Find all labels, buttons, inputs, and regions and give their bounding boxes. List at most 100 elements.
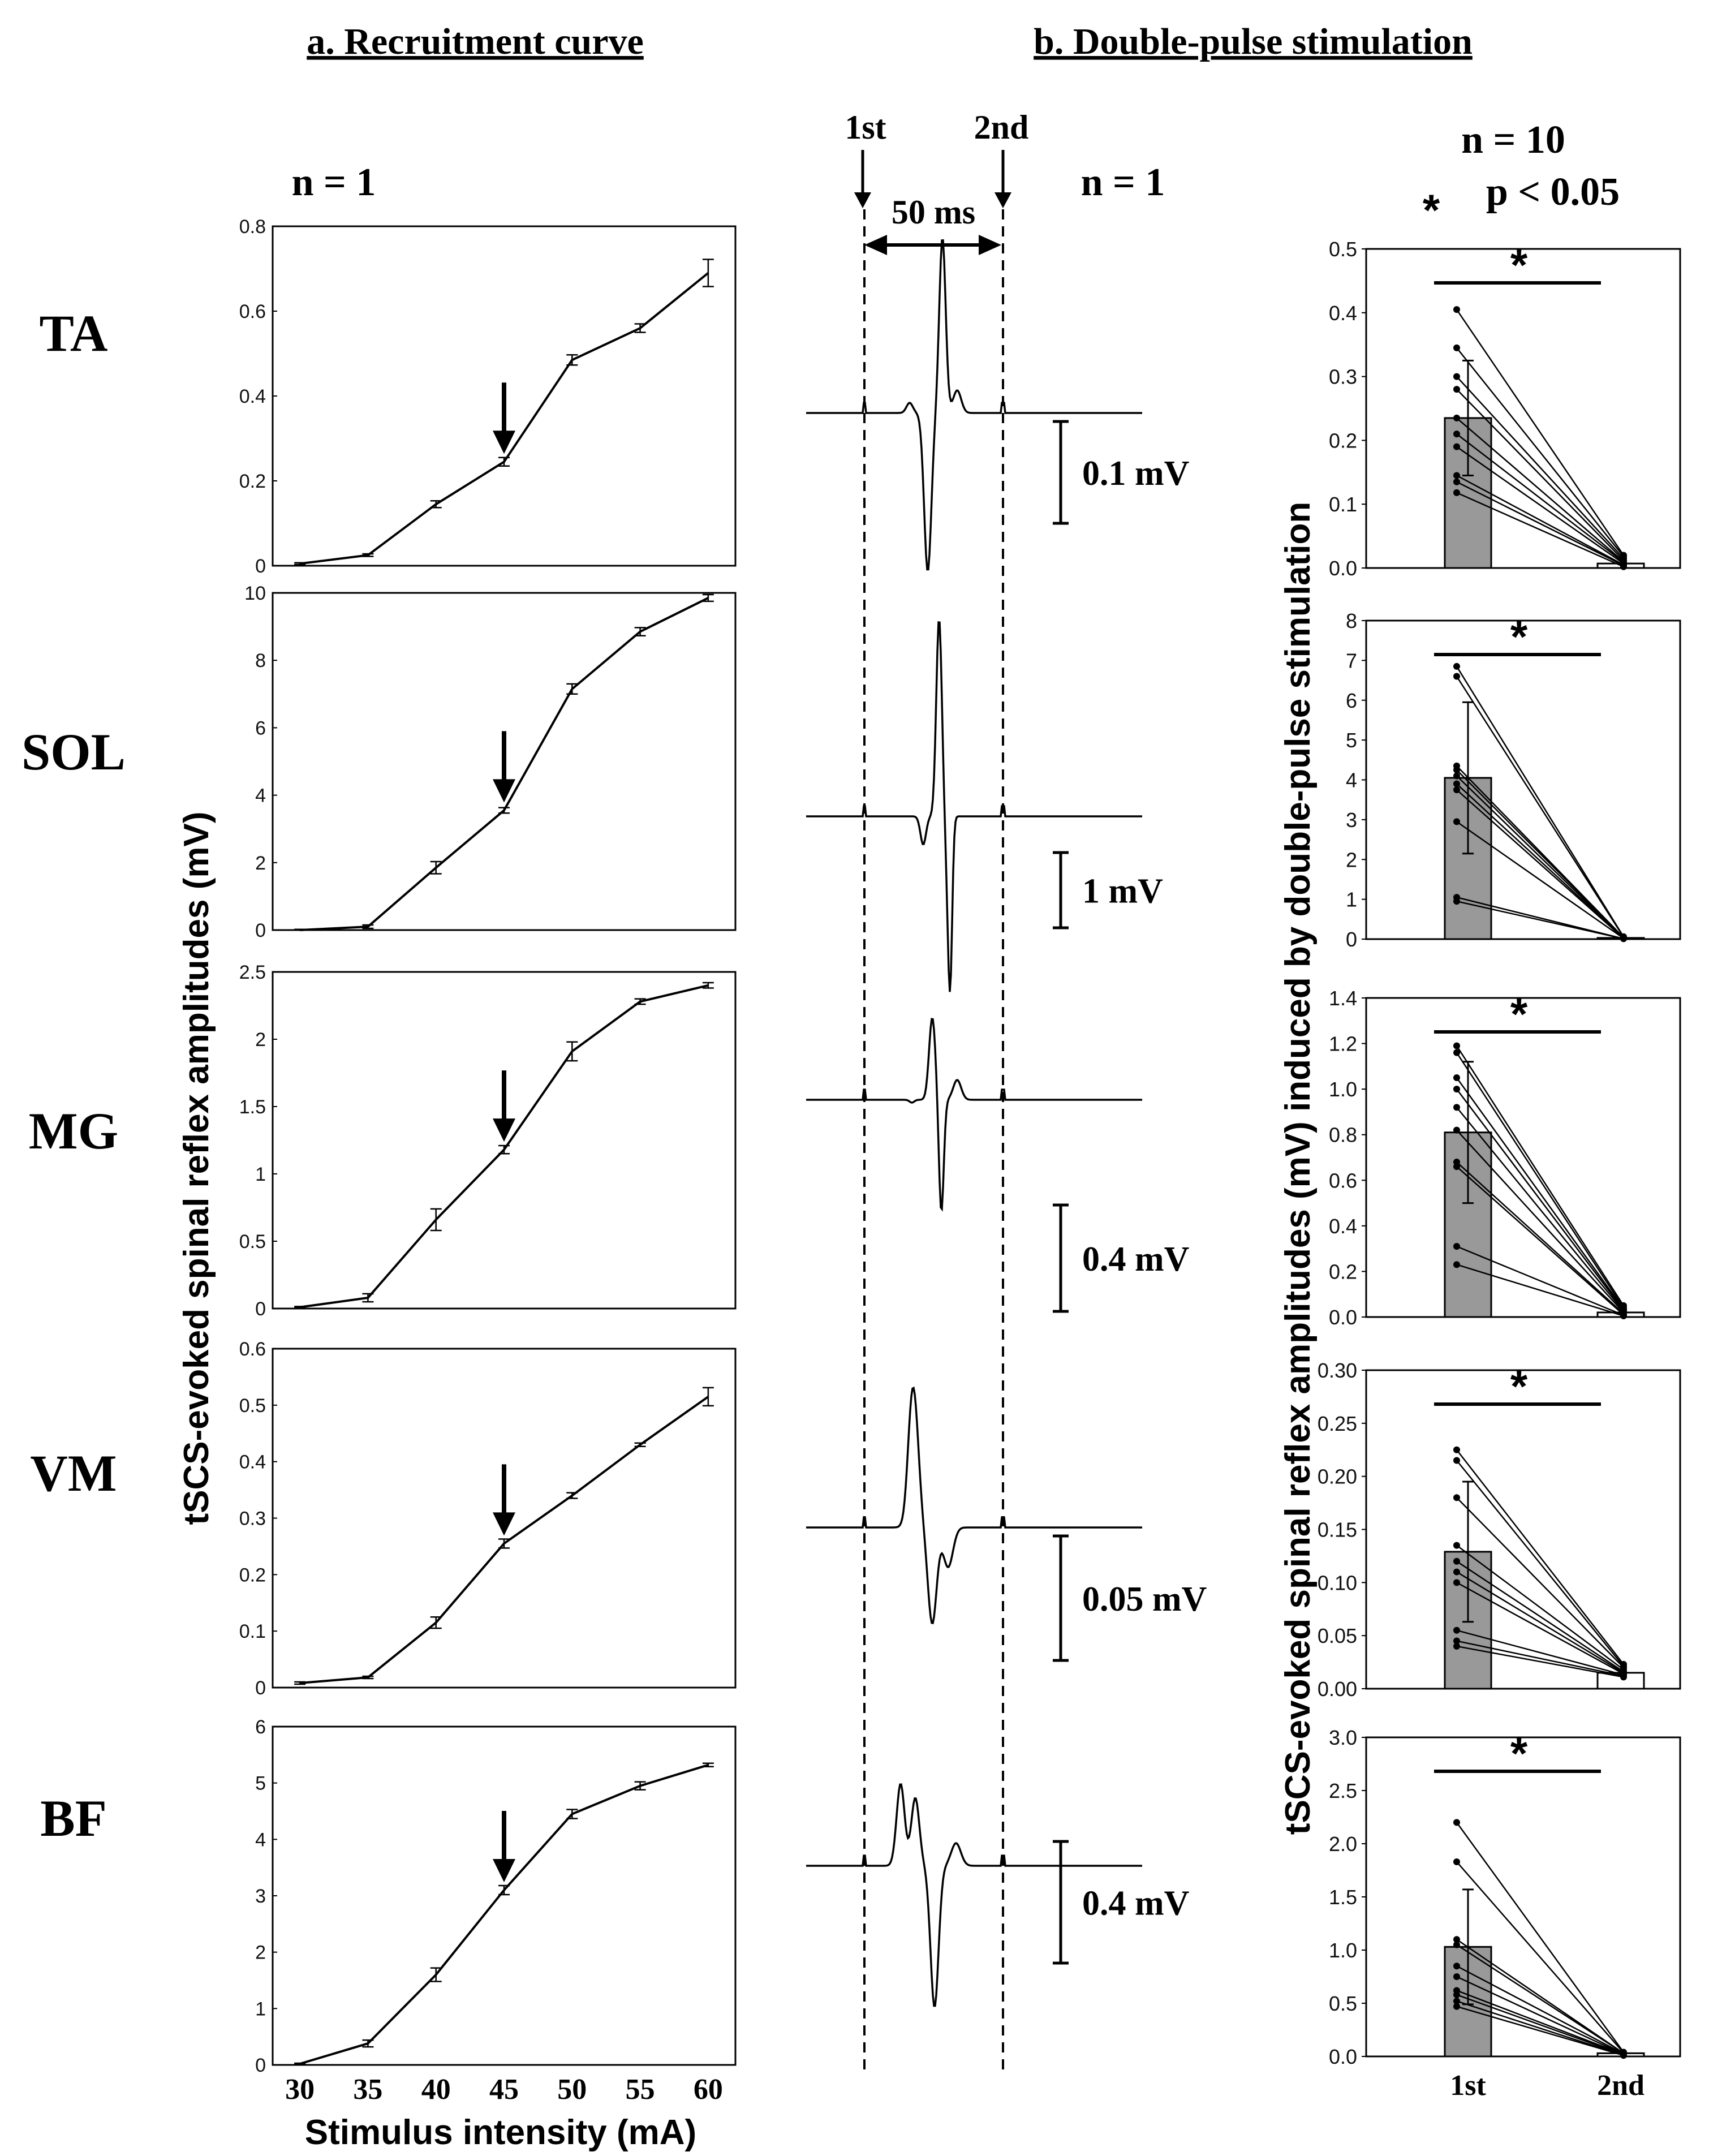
- header-recruitment: a. Recruitment curve: [307, 21, 644, 62]
- subject-line: [1456, 1822, 1625, 2053]
- significance-star: *: [1510, 989, 1528, 1039]
- subject-line: [1456, 1045, 1625, 1306]
- y-tick-label: 3.0: [1329, 1726, 1357, 1749]
- subject-point: [1453, 2003, 1460, 2010]
- series-line: [299, 1763, 709, 2065]
- y-tick-label: 5: [1346, 729, 1357, 752]
- subject-line: [1456, 1166, 1624, 1315]
- subject-line: [1456, 1245, 1624, 1316]
- y-tick-label: 0: [255, 1677, 266, 1699]
- y-tick-label: 6: [255, 717, 266, 739]
- y-tick-label: 3: [1346, 808, 1357, 832]
- bar-chart-sol: 0 1 2 3 4 5 6 7 8 *: [1346, 609, 1681, 951]
- y-tick-label: 0.05: [1318, 1624, 1357, 1647]
- scale-bar-label: 0.1 mV: [1082, 454, 1190, 493]
- y-tick-label: 1: [1346, 888, 1357, 911]
- subject-line: [1456, 789, 1624, 939]
- y-tick-label: 6: [255, 1716, 266, 1738]
- y-tick-label: 2.5: [1329, 1779, 1357, 1802]
- subject-line: [1456, 1990, 1624, 2055]
- subject-point: [1453, 344, 1460, 351]
- trace-vm: 0.05 mV: [806, 1386, 1207, 1662]
- left-y-axis-label: tSCS-evoked spinal reflex amplitudes (mV…: [177, 811, 216, 1525]
- trace-bf: 0.4 mV: [806, 1783, 1190, 2007]
- recruitment-chart-ta: 0 0.2 0.4 0.6 0.8: [239, 216, 737, 577]
- y-tick-label: 4: [255, 785, 266, 807]
- subject-point: [1453, 1542, 1460, 1549]
- significance-star: *: [1510, 240, 1528, 290]
- subject-point: [1453, 1457, 1460, 1464]
- x-tick-label: 55: [626, 2073, 655, 2106]
- y-tick-label: 0.5: [239, 1395, 266, 1417]
- subject-line: [1456, 1088, 1624, 1311]
- y-tick-label: 0.0: [1329, 557, 1357, 580]
- subject-line: [1456, 900, 1624, 940]
- subject-point: [1453, 1243, 1460, 1250]
- subject-point: [1453, 818, 1460, 825]
- subject-line: [1456, 475, 1624, 566]
- y-tick-label: 2: [255, 1029, 266, 1051]
- y-tick-label: 0.4: [239, 1452, 266, 1473]
- y-tick-label: 2: [255, 1942, 266, 1964]
- threshold-arrowhead-icon: [493, 1859, 515, 1883]
- subject-point: [1453, 478, 1460, 485]
- subject-line: [1456, 417, 1624, 562]
- y-tick-label: 0.5: [1329, 1992, 1357, 2015]
- plot-frame: [1365, 248, 1681, 569]
- subject-line: [1456, 1994, 1624, 2056]
- x-tick-label: 45: [489, 2073, 519, 2106]
- threshold-arrowhead-icon: [493, 1512, 515, 1536]
- plot-frame: [1365, 1369, 1681, 1690]
- plot-frame: [272, 971, 737, 1310]
- y-tick-label: 0: [255, 556, 266, 577]
- y-tick-label: 8: [1346, 609, 1357, 632]
- subject-line: [1456, 481, 1624, 566]
- y-tick-label: 3: [255, 1886, 266, 1907]
- y-tick-label: 10: [244, 583, 266, 604]
- emg-waveform: [806, 1783, 1142, 2007]
- muscle-labels: TA SOL MG VM BF: [21, 304, 126, 1847]
- y-tick-label: 1.4: [1329, 987, 1357, 1010]
- y-tick-label: 0.5: [1329, 238, 1357, 261]
- y-tick-label: 0.10: [1318, 1571, 1357, 1594]
- subject-line: [1456, 1571, 1624, 1673]
- subject-point: [1453, 1963, 1460, 1970]
- subject-line: [1456, 309, 1625, 556]
- threshold-arrowhead-icon: [493, 431, 515, 454]
- y-tick-label: 1: [255, 1164, 266, 1185]
- subject-point: [1620, 2052, 1627, 2059]
- plot-frame: [272, 592, 737, 931]
- x-tick-label: 60: [694, 2073, 723, 2106]
- subject-line: [1456, 675, 1625, 938]
- n-label-right: n = 10: [1461, 118, 1565, 162]
- emg-waveform: [806, 621, 1142, 992]
- subject-line: [1456, 389, 1624, 561]
- scale-bar-label: 1 mV: [1082, 872, 1163, 911]
- n-label-left: n = 1: [292, 161, 376, 204]
- subject-line: [1456, 1264, 1624, 1317]
- y-tick-label: 0: [255, 1298, 266, 1320]
- subject-line: [1456, 1077, 1625, 1310]
- y-tick-label: 0.6: [1329, 1169, 1357, 1192]
- y-tick-label: 0.0: [1329, 1306, 1357, 1329]
- y-tick-label: 0.2: [239, 471, 266, 492]
- subject-line: [1456, 1449, 1624, 1665]
- y-tick-label: 2: [255, 853, 266, 874]
- subject-point: [1453, 1858, 1460, 1865]
- header-double-pulse: b. Double-pulse stimulation: [1034, 21, 1473, 62]
- subject-point: [1453, 1568, 1460, 1576]
- subject-line: [1456, 433, 1624, 563]
- y-tick-label: 0.2: [239, 1564, 266, 1586]
- interval-arrowhead-right-icon: [979, 235, 1001, 255]
- y-tick-label: 0.8: [1329, 1124, 1357, 1147]
- scale-bar-label: 0.4 mV: [1082, 1240, 1190, 1279]
- y-tick-label: 5: [255, 1773, 266, 1794]
- y-tick-label: 0.2: [1329, 429, 1357, 452]
- y-tick-label: 7: [1346, 649, 1357, 672]
- subject-point: [1453, 662, 1460, 670]
- subject-line: [1456, 821, 1624, 939]
- y-tick-label: 1.0: [1329, 1939, 1357, 1962]
- interval-arrowhead-left-icon: [864, 235, 887, 255]
- y-tick-label: 0.30: [1318, 1359, 1357, 1382]
